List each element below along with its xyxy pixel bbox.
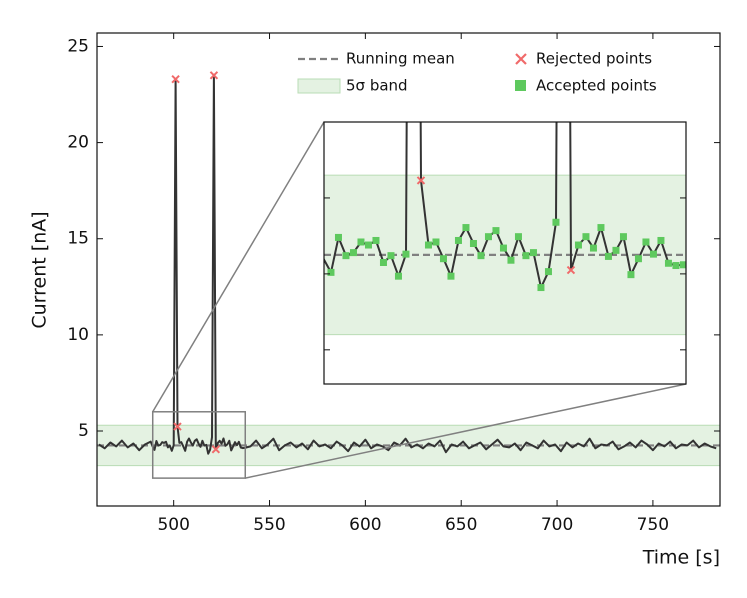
legend-rejected [515,53,527,65]
accepted-point [364,241,372,249]
y-axis-label: Current [nA] [29,211,51,328]
x-tick-label: 600 [349,515,381,535]
accepted-point [454,236,462,244]
accepted-point [477,252,485,260]
y-tick-label: 20 [67,133,89,153]
accepted-point [499,244,507,252]
accepted-point [657,236,665,244]
accepted-point [597,224,605,232]
accepted-point [514,233,522,241]
accepted-point [672,262,680,270]
accepted-point [469,240,477,248]
accepted-point [387,252,395,260]
x-tick-label: 750 [637,515,669,535]
accepted-point [604,252,612,260]
accepted-point [627,271,635,279]
accepted-point [342,252,350,260]
accepted-point [439,255,447,263]
accepted-point [574,241,582,249]
x-tick-label: 700 [541,515,573,535]
accepted-point [372,236,380,244]
accepted-point [424,241,432,249]
rejected-point [209,71,219,80]
accepted-point [544,268,552,276]
legend-label: Accepted points [536,77,657,95]
rejected-point [566,265,576,275]
accepted-point [634,255,642,263]
accepted-point [334,233,342,241]
signal-line [98,74,717,455]
accepted-point [349,249,357,257]
rejected-point [211,445,221,454]
accepted-point [582,233,590,241]
legend-accepted [515,80,526,91]
x-tick-label: 550 [253,515,285,535]
accepted-point [432,238,440,246]
y-tick-label: 5 [78,421,89,441]
axes-frame [96,32,721,507]
legend-label: Running mean [346,50,455,68]
legend-label: Rejected points [536,50,652,68]
accepted-point [522,252,530,260]
legend-label: 5σ band [346,77,408,95]
inset-plot [324,122,686,336]
accepted-point [327,268,335,276]
accepted-point [612,246,620,254]
connector [152,121,325,413]
x-axis-label: Time [s] [642,547,720,569]
accepted-point [447,272,455,280]
accepted-point [529,249,537,257]
accepted-point [484,233,492,241]
inset-frame [323,121,687,385]
connector [245,383,687,479]
accepted-point [537,284,545,292]
accepted-point [507,256,515,264]
signal-line [324,122,686,289]
zoom-box [151,411,247,479]
rejected-point [416,176,426,185]
rejected-point [173,422,182,431]
plot-area [97,71,720,467]
accepted-point [402,250,410,258]
accepted-point [619,233,627,241]
accepted-point [679,261,686,269]
accepted-point [664,259,672,267]
accepted-point [589,244,597,252]
y-tick-label: 15 [67,229,89,249]
y-tick-label: 10 [67,325,89,345]
x-tick-label: 500 [157,515,189,535]
x-tick-label: 650 [445,515,477,535]
accepted-point [379,258,387,266]
rejected-point [171,74,180,84]
accepted-point [649,250,657,258]
accepted-point [552,218,560,226]
legend-band [297,78,341,94]
accepted-point [492,227,500,235]
accepted-point [642,238,650,246]
accepted-point [462,224,470,232]
y-tick-label: 25 [67,36,89,56]
accepted-point [357,238,365,246]
accepted-point [394,272,402,280]
